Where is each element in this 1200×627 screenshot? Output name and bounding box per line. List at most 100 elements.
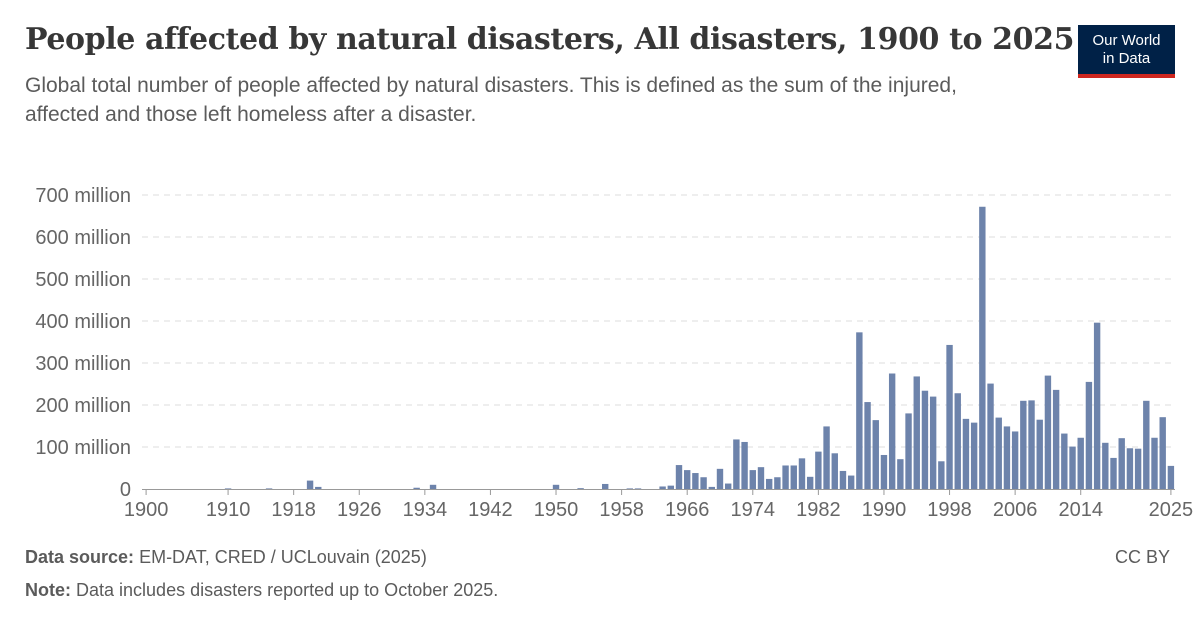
bar[interactable] — [708, 486, 715, 489]
bar[interactable] — [224, 488, 232, 489]
note-label: Note: — [25, 580, 71, 600]
bar[interactable] — [700, 477, 707, 489]
bar[interactable] — [864, 402, 871, 489]
bar[interactable] — [1020, 400, 1027, 489]
bar[interactable] — [716, 468, 724, 489]
bar[interactable] — [675, 465, 683, 489]
bar[interactable] — [774, 477, 781, 489]
x-tick-label: 1918 — [271, 499, 316, 521]
bar[interactable] — [1069, 446, 1076, 489]
bar[interactable] — [897, 459, 904, 489]
bar[interactable] — [995, 417, 1002, 489]
x-tick-label: 1990 — [862, 499, 907, 521]
x-tick-label: 1942 — [468, 499, 513, 521]
bar[interactable] — [823, 426, 830, 489]
bar[interactable] — [946, 344, 953, 489]
x-tick-label: 1910 — [206, 499, 251, 521]
x-tick-label: 1900 — [124, 499, 169, 521]
y-tick-label: 500 million — [35, 269, 131, 291]
y-tick-label: 700 million — [35, 185, 131, 207]
bar[interactable] — [634, 488, 642, 489]
x-tick-label: 1958 — [599, 499, 644, 521]
bar[interactable] — [954, 393, 961, 489]
chart-title: People affected by natural disasters, Al… — [25, 22, 1075, 57]
bar[interactable] — [1085, 381, 1093, 489]
bar[interactable] — [733, 439, 740, 489]
y-tick-label: 0 — [120, 479, 131, 501]
x-tick-label: 1966 — [665, 499, 710, 521]
bar[interactable] — [1052, 389, 1060, 489]
bar[interactable] — [1118, 438, 1125, 489]
bar[interactable] — [847, 475, 855, 489]
bar[interactable] — [962, 418, 970, 489]
bar[interactable] — [1126, 448, 1134, 489]
bar[interactable] — [1151, 437, 1158, 489]
bar[interactable] — [765, 478, 773, 489]
license-link[interactable]: CC BY — [1114, 547, 1170, 567]
bar[interactable] — [692, 473, 699, 489]
y-axis-tick-labels: 0 100 million 200 million 300 million 400 mi… — [35, 185, 131, 501]
bar[interactable] — [913, 376, 920, 489]
bar[interactable] — [667, 485, 674, 489]
bar[interactable] — [856, 332, 863, 489]
y-tick-label: 100 million — [35, 437, 131, 459]
bar[interactable] — [1011, 431, 1019, 489]
y-tick-label: 200 million — [35, 395, 131, 417]
bar[interactable] — [1077, 437, 1084, 489]
x-tick-label: 1974 — [731, 499, 776, 521]
bar[interactable] — [659, 486, 666, 489]
bar[interactable] — [1143, 400, 1150, 489]
bar[interactable] — [806, 476, 814, 489]
owid-logo[interactable]: Our World in Data — [1078, 25, 1175, 78]
bar[interactable] — [921, 390, 929, 489]
bar[interactable] — [552, 484, 560, 489]
bar[interactable] — [602, 483, 609, 489]
bar[interactable] — [724, 483, 732, 489]
bar[interactable] — [1134, 448, 1142, 489]
bar[interactable] — [741, 441, 748, 489]
grid-lines — [142, 194, 1175, 448]
bar[interactable] — [749, 470, 756, 489]
bar[interactable] — [970, 422, 978, 489]
bar[interactable] — [306, 480, 314, 489]
bar[interactable] — [790, 465, 797, 489]
bar[interactable] — [429, 484, 437, 489]
bar[interactable] — [1044, 375, 1052, 489]
logo-line-1: Our World — [1092, 32, 1161, 49]
bar[interactable] — [577, 488, 584, 489]
bar[interactable] — [782, 465, 789, 489]
bar[interactable] — [1093, 322, 1101, 489]
bar[interactable] — [798, 458, 806, 489]
bar[interactable] — [1102, 442, 1109, 489]
x-tick-label: 1982 — [796, 499, 841, 521]
bar[interactable] — [1110, 457, 1117, 489]
bar[interactable] — [413, 487, 420, 489]
bar[interactable] — [839, 470, 847, 489]
logo-line-2: in Data — [1102, 50, 1151, 67]
bar[interactable] — [880, 454, 888, 489]
x-tick-label: 1998 — [927, 499, 972, 521]
bar[interactable] — [987, 383, 994, 489]
bar[interactable] — [905, 413, 912, 489]
bar[interactable] — [1061, 433, 1068, 489]
bar[interactable] — [979, 206, 986, 489]
bar[interactable] — [1167, 465, 1175, 489]
bar[interactable] — [1003, 426, 1011, 489]
bar[interactable] — [626, 488, 634, 489]
bar[interactable] — [938, 461, 945, 489]
source-link[interactable]: EM-DAT, CRED / UCLouvain (2025) — [139, 547, 427, 567]
bar[interactable] — [265, 488, 273, 489]
bar[interactable] — [1028, 400, 1035, 489]
bar[interactable] — [815, 451, 822, 489]
bar[interactable] — [315, 486, 322, 489]
bar[interactable] — [872, 420, 879, 489]
bar[interactable] — [757, 467, 765, 489]
bar[interactable] — [831, 453, 838, 489]
bar[interactable] — [683, 470, 691, 489]
bar[interactable] — [929, 396, 937, 489]
bar[interactable] — [888, 373, 896, 490]
bar[interactable] — [1159, 417, 1166, 489]
bar[interactable] — [1036, 419, 1043, 489]
x-tick-label: 1926 — [337, 499, 382, 521]
x-tick-label: 2025 — [1149, 499, 1194, 521]
